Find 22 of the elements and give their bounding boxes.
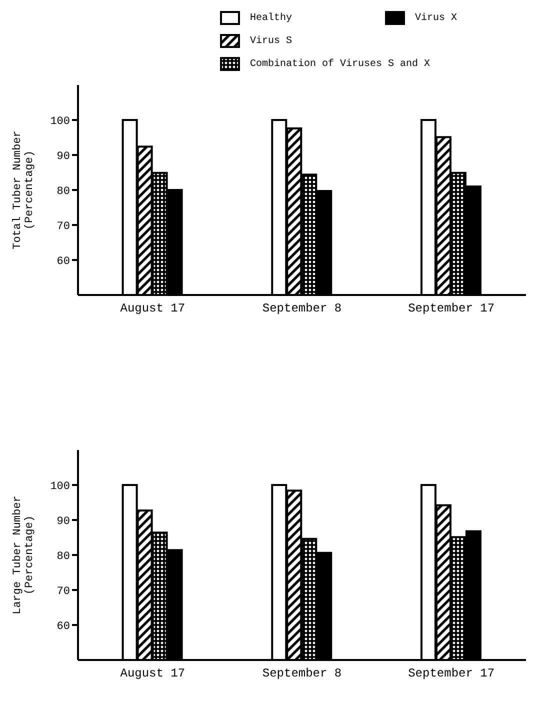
legend-label: Virus X (415, 12, 458, 24)
y-tick-label: 60 (56, 256, 70, 268)
y-tick-label: 60 (56, 620, 70, 633)
y-axis-title: Large Tuber Number (Percentage) (12, 496, 36, 614)
x-tick-label: September 17 (408, 666, 495, 681)
y-tick-label: 80 (56, 550, 70, 563)
x-tick-label: September 8 (262, 302, 342, 316)
legend-label: Combination of Viruses S and X (250, 58, 430, 70)
legend-label: Virus S (250, 36, 292, 46)
y-tick-label: 100 (50, 116, 70, 128)
legend-label: Healthy (250, 12, 292, 24)
x-tick-label: September 17 (408, 302, 495, 316)
y-tick-label: 70 (56, 586, 70, 598)
y-tick-label: 100 (50, 480, 70, 493)
y-tick-label: 70 (56, 220, 70, 233)
y-tick-label: 90 (56, 516, 70, 528)
y-axis-title: Total Tuber Number (Percentage) (12, 130, 36, 250)
x-tick-label: September 8 (262, 666, 342, 681)
y-tick-label: 80 (56, 186, 70, 198)
x-tick-label: August 17 (120, 302, 186, 316)
y-tick-label: 90 (56, 150, 70, 163)
x-tick-label: August 17 (120, 666, 186, 681)
